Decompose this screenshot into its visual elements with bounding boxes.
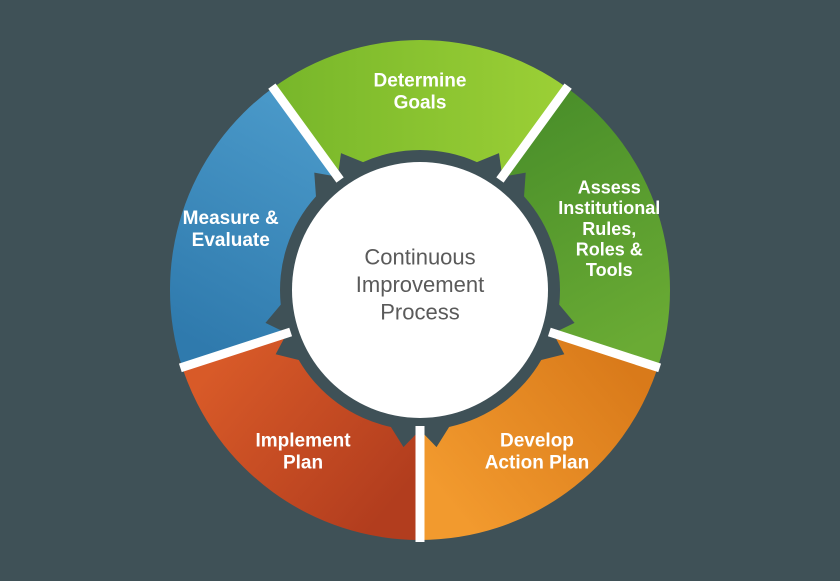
segment-label-assess-institutional: Rules, [582, 219, 636, 239]
center-title-line: Continuous [364, 245, 475, 270]
segment-label-measure-evaluate: Evaluate [192, 230, 270, 251]
center-title-line: Process [380, 300, 459, 325]
segment-label-assess-institutional: Roles & [576, 240, 643, 260]
segment-label-assess-institutional: Tools [586, 260, 633, 280]
segment-label-assess-institutional: Institutional [558, 198, 660, 218]
segment-label-determine-goals: Determine [374, 71, 467, 92]
segment-label-develop-action-plan: Action Plan [485, 453, 590, 474]
segment-label-develop-action-plan: Develop [500, 431, 574, 452]
process-diagram: ContinuousImprovement Process DetermineGo… [0, 0, 840, 581]
segment-label-measure-evaluate: Measure & [183, 208, 279, 229]
segment-label-implement-plan: Implement [256, 431, 352, 452]
segment-label-assess-institutional: Assess [578, 177, 641, 197]
segment-label-implement-plan: Plan [283, 453, 323, 474]
segment-label-determine-goals: Goals [394, 93, 447, 114]
center-title-line: Improvement [356, 272, 484, 297]
